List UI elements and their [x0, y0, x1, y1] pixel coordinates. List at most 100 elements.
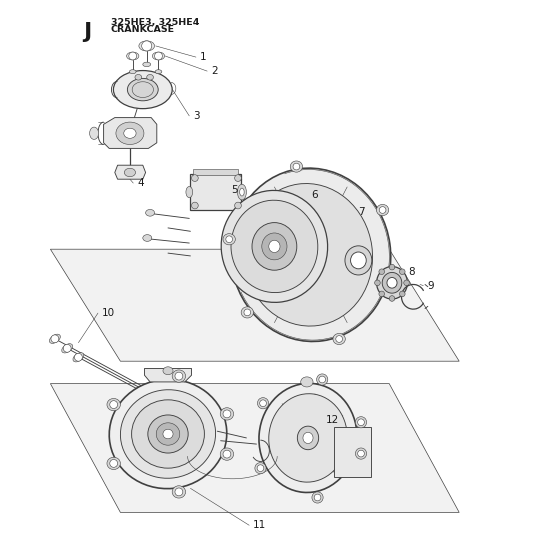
- Ellipse shape: [356, 448, 367, 459]
- Ellipse shape: [297, 426, 319, 450]
- Circle shape: [192, 202, 198, 209]
- Ellipse shape: [345, 246, 372, 275]
- Circle shape: [74, 353, 82, 361]
- Ellipse shape: [143, 235, 152, 241]
- Ellipse shape: [240, 188, 244, 196]
- Ellipse shape: [120, 390, 216, 478]
- Ellipse shape: [377, 267, 408, 299]
- Ellipse shape: [356, 417, 367, 428]
- Circle shape: [336, 335, 343, 342]
- Circle shape: [244, 309, 251, 316]
- Circle shape: [379, 291, 385, 297]
- Ellipse shape: [186, 186, 193, 198]
- Circle shape: [257, 465, 264, 472]
- Polygon shape: [50, 384, 459, 512]
- Circle shape: [319, 376, 325, 383]
- Text: 325HE3, 325HE4: 325HE3, 325HE4: [111, 18, 199, 27]
- Circle shape: [192, 175, 198, 181]
- Ellipse shape: [312, 492, 323, 503]
- Text: 7: 7: [358, 207, 365, 217]
- Circle shape: [399, 269, 405, 274]
- Ellipse shape: [221, 190, 328, 302]
- Ellipse shape: [73, 353, 84, 362]
- Circle shape: [223, 450, 231, 458]
- Ellipse shape: [155, 70, 162, 74]
- Circle shape: [110, 401, 118, 409]
- Circle shape: [388, 274, 394, 281]
- Polygon shape: [115, 165, 146, 179]
- Ellipse shape: [172, 370, 185, 382]
- Polygon shape: [104, 118, 157, 148]
- Ellipse shape: [124, 169, 136, 177]
- Ellipse shape: [147, 74, 153, 80]
- Ellipse shape: [387, 278, 397, 288]
- Ellipse shape: [132, 400, 204, 468]
- Ellipse shape: [269, 394, 347, 482]
- Circle shape: [142, 41, 152, 51]
- Circle shape: [129, 52, 137, 60]
- Ellipse shape: [156, 423, 180, 445]
- Text: 5: 5: [231, 185, 237, 195]
- Ellipse shape: [90, 127, 99, 139]
- Text: 9: 9: [427, 281, 434, 291]
- Text: 2: 2: [211, 66, 218, 76]
- Circle shape: [110, 459, 118, 468]
- Ellipse shape: [231, 168, 391, 342]
- Ellipse shape: [241, 307, 254, 318]
- Circle shape: [379, 269, 385, 274]
- Text: 12: 12: [326, 415, 339, 425]
- Ellipse shape: [109, 379, 227, 489]
- Ellipse shape: [129, 70, 136, 74]
- Circle shape: [235, 175, 241, 181]
- Ellipse shape: [237, 184, 246, 200]
- Ellipse shape: [220, 408, 234, 420]
- Text: 6: 6: [311, 190, 318, 200]
- Circle shape: [389, 296, 395, 301]
- Text: 11: 11: [253, 520, 267, 530]
- Ellipse shape: [135, 74, 142, 80]
- Text: 4: 4: [137, 178, 144, 188]
- Circle shape: [226, 236, 232, 242]
- Circle shape: [155, 52, 162, 60]
- Ellipse shape: [303, 432, 313, 444]
- Ellipse shape: [163, 367, 173, 375]
- Ellipse shape: [385, 272, 397, 283]
- Text: 10: 10: [102, 308, 115, 318]
- Ellipse shape: [252, 223, 297, 270]
- Ellipse shape: [269, 240, 280, 253]
- Ellipse shape: [290, 161, 302, 172]
- Text: J: J: [83, 22, 91, 43]
- Ellipse shape: [301, 377, 313, 387]
- Ellipse shape: [376, 204, 389, 216]
- Polygon shape: [50, 249, 459, 361]
- Text: 1: 1: [200, 52, 207, 62]
- Ellipse shape: [244, 184, 372, 326]
- Ellipse shape: [231, 200, 318, 292]
- Text: 3: 3: [193, 111, 200, 121]
- Bar: [193, 169, 238, 175]
- Ellipse shape: [333, 333, 346, 344]
- Ellipse shape: [62, 344, 73, 353]
- Text: 8: 8: [408, 267, 415, 277]
- Ellipse shape: [316, 374, 328, 385]
- Circle shape: [235, 202, 241, 209]
- Ellipse shape: [128, 78, 158, 101]
- Circle shape: [260, 400, 267, 407]
- Bar: [190, 174, 241, 210]
- Circle shape: [175, 372, 183, 380]
- Bar: [334, 427, 371, 477]
- Ellipse shape: [382, 273, 402, 293]
- Circle shape: [404, 280, 409, 286]
- Circle shape: [358, 419, 365, 426]
- Circle shape: [375, 280, 380, 286]
- Ellipse shape: [220, 448, 234, 460]
- Ellipse shape: [351, 252, 366, 269]
- Circle shape: [399, 291, 405, 297]
- Ellipse shape: [172, 486, 185, 498]
- Circle shape: [51, 335, 59, 343]
- Ellipse shape: [49, 334, 60, 343]
- Ellipse shape: [146, 209, 155, 216]
- Circle shape: [223, 410, 231, 418]
- Text: CRANKCASE: CRANKCASE: [111, 25, 175, 34]
- Ellipse shape: [114, 71, 172, 109]
